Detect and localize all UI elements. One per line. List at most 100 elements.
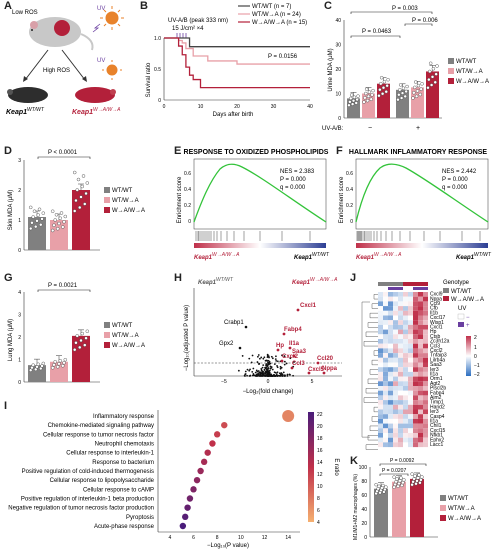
volcano-point — [260, 369, 263, 372]
ytick: 2 — [18, 335, 21, 341]
svg-text:−1: −1 — [474, 363, 480, 369]
lung-legend: WT/WT WT/W→A W→A/W→A — [104, 322, 145, 349]
heatmap-gene-label: Lilrb4a — [430, 357, 445, 363]
heatmap-cell — [408, 418, 413, 424]
volcano-point — [270, 367, 272, 370]
heatmap-cell — [408, 324, 413, 330]
heatmap-cell — [398, 320, 403, 325]
survival-ytick: 0.5 — [154, 67, 161, 73]
heatmap-gene-label: Timp1 — [430, 400, 444, 406]
panel-i: I Inflammatory response Chemokine-mediate… — [0, 400, 345, 550]
data-point — [364, 91, 368, 96]
ytick: 0 — [18, 248, 21, 254]
svg-text:W→A/W→A: W→A/W→A — [456, 79, 489, 85]
heatmap-cell — [398, 395, 403, 401]
low-ros-text: Low ROS — [12, 10, 38, 16]
data-point — [84, 336, 88, 340]
volcano-point — [252, 367, 255, 370]
heatmap-cell — [423, 329, 428, 335]
panel-h-label: H — [174, 272, 182, 284]
data-point — [427, 77, 431, 82]
gene-labels-black: Crabp1 Gpx2 — [219, 320, 244, 347]
data-point — [392, 475, 396, 479]
volcano-hit — [280, 359, 284, 363]
volcano-point — [273, 363, 276, 365]
gene-labels-red: Cxcl1 Fabp4 Hp Il1a Saa3 Cxcl2 Ccl3 Ccl2… — [276, 303, 338, 373]
heatmap-cell — [378, 343, 383, 349]
volcano-point — [288, 373, 291, 376]
volcano-point — [261, 374, 263, 377]
ytick: 0 — [364, 535, 367, 541]
panel-g-label: G — [4, 272, 13, 284]
heatmap-cell — [423, 386, 428, 391]
heatmap-cell — [383, 390, 388, 396]
heatmap-cell — [398, 329, 403, 335]
heatmap-cell — [378, 414, 383, 419]
data-point — [417, 473, 421, 477]
heatmap-cell — [403, 310, 408, 316]
heatmap-cell — [383, 348, 388, 354]
svg-text:Enrichment score: Enrichment score — [177, 176, 183, 223]
heatmap-cell — [398, 418, 403, 424]
cbar-tick: 16 — [317, 448, 323, 454]
heatmap-cell — [413, 376, 418, 382]
data-point — [426, 86, 430, 90]
heatmap-cell — [413, 390, 418, 396]
data-point — [370, 93, 374, 97]
heatmap-cell — [408, 339, 413, 344]
svg-text:Skin MDA (μM): Skin MDA (μM) — [8, 190, 14, 230]
data-point — [413, 474, 417, 478]
genotype-bar — [393, 282, 398, 286]
heatmap-cell — [418, 348, 423, 354]
svg-text:P = 0.000: P = 0.000 — [280, 177, 306, 183]
data-point — [72, 170, 77, 175]
volcano-point — [262, 374, 265, 377]
genotype-bar — [413, 282, 418, 286]
heatmap-gene-label: Il1b — [430, 310, 438, 316]
ytick: 2 — [18, 188, 21, 194]
heatmap-cell — [383, 324, 388, 330]
survival-ytick: 0 — [158, 98, 161, 104]
svg-text:Nppa: Nppa — [322, 366, 338, 372]
panel-k: K M1/M1+M2 macrophages (%) 0 20 40 60 80 100 … — [348, 455, 495, 550]
volcano-point — [283, 363, 286, 366]
svg-text:Keap1WT/WT: Keap1WT/WT — [456, 252, 492, 261]
heatmap-cell — [423, 320, 428, 325]
heatmap-gene-label: Chil1 — [430, 423, 442, 429]
heatmap-cell — [378, 428, 383, 433]
volcano-point — [263, 356, 266, 359]
volcano-point — [256, 361, 259, 363]
heatmap-cell — [403, 442, 408, 448]
volcano-plot: Keap1WT/WT Keap1W→A/W→A −Log₁₀(adjusted … — [184, 277, 342, 395]
heatmap-cell — [393, 343, 398, 349]
data-point — [412, 91, 416, 95]
genotype-bar — [423, 282, 428, 286]
heatmap-cell — [378, 376, 383, 382]
svg-text:+: + — [416, 125, 420, 132]
heatmap-cell — [418, 362, 423, 368]
heatmap-cell — [378, 404, 383, 410]
heatmap-cell — [388, 320, 393, 325]
survival-ylabel: Survival ratio — [146, 62, 152, 97]
cbar-tick: 22 — [317, 412, 323, 418]
svg-text:P = 0.000: P = 0.000 — [442, 177, 468, 183]
svg-text:Ccl20: Ccl20 — [317, 356, 334, 362]
gsea-oxidized-chart: RESPONSE TO OXIDIZED PHOSPHOLIPIDS Enric… — [177, 149, 330, 261]
heatmap-cell — [408, 404, 413, 410]
data-point — [435, 64, 439, 68]
heatmap-gene-label: Cxcl1 — [430, 325, 443, 331]
volcano-point — [286, 375, 289, 377]
survival-xtick: 40 — [307, 104, 313, 110]
svg-text:0: 0 — [350, 219, 353, 225]
heatmap-cell — [393, 306, 398, 311]
heatmap-cell — [398, 390, 403, 396]
heatmap-cell — [413, 442, 418, 448]
heatmap-cell — [378, 296, 383, 302]
bar — [374, 488, 388, 537]
heatmap-cell — [423, 404, 428, 410]
svg-text:M1/M1+M2 macrophages (%): M1/M1+M2 macrophages (%) — [353, 474, 359, 540]
volcano-point — [274, 371, 277, 374]
heatmap-cell — [423, 376, 428, 382]
uv-bar — [408, 287, 413, 290]
data-point — [381, 86, 386, 90]
